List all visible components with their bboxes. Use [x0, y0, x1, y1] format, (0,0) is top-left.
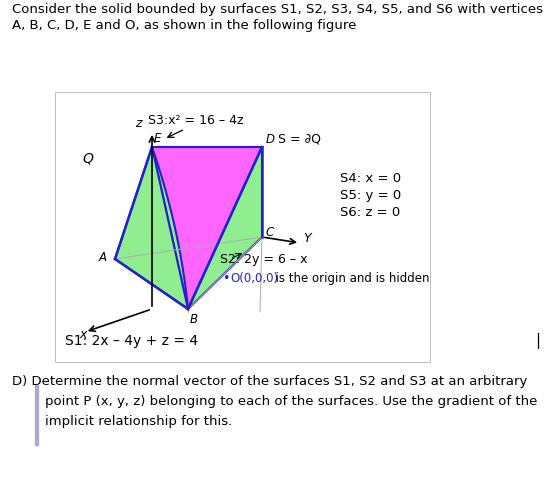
- Text: point P (x, y, z) belonging to each of the surfaces. Use the gradient of the: point P (x, y, z) belonging to each of t…: [45, 395, 538, 408]
- Text: S = ∂Q: S = ∂Q: [278, 133, 321, 146]
- Bar: [0, 367, 552, 487]
- Text: S1: 2x – 4y + z = 4: S1: 2x – 4y + z = 4: [65, 334, 198, 348]
- Text: E: E: [154, 132, 161, 145]
- Text: S5: y = 0: S5: y = 0: [340, 189, 401, 202]
- Text: A: A: [99, 251, 107, 264]
- Text: S6: z = 0: S6: z = 0: [340, 206, 400, 219]
- Bar: [55, 92, 430, 362]
- Text: A, B, C, D, E and O, as shown in the following figure: A, B, C, D, E and O, as shown in the fol…: [12, 19, 357, 32]
- Text: x: x: [79, 328, 86, 341]
- Text: O(0,0,0): O(0,0,0): [230, 272, 278, 285]
- Text: C: C: [266, 226, 274, 239]
- Text: implicit relationship for this.: implicit relationship for this.: [45, 415, 232, 428]
- Bar: [35, 385, 38, 445]
- Text: Q: Q: [82, 151, 93, 165]
- Text: S2: 2y = 6 – x: S2: 2y = 6 – x: [220, 253, 307, 266]
- Text: D) Determine the normal vector of the surfaces S1, S2 and S3 at an arbitrary: D) Determine the normal vector of the su…: [12, 375, 527, 388]
- Polygon shape: [115, 147, 188, 309]
- Polygon shape: [152, 147, 262, 309]
- Text: is the origin and is hidden: is the origin and is hidden: [268, 272, 429, 285]
- Text: Consider the solid bounded by surfaces S1, S2, S3, S4, S5, and S6 with vertices: Consider the solid bounded by surfaces S…: [12, 3, 543, 16]
- Text: •: •: [222, 272, 230, 285]
- Text: B: B: [190, 313, 198, 326]
- Text: S3:x² = 16 – 4z: S3:x² = 16 – 4z: [148, 114, 243, 127]
- Text: S4: x = 0: S4: x = 0: [340, 172, 401, 185]
- Text: z: z: [135, 117, 142, 130]
- Text: Y: Y: [303, 232, 311, 245]
- Polygon shape: [152, 147, 262, 309]
- Text: D: D: [266, 133, 275, 146]
- Text: |: |: [535, 333, 540, 349]
